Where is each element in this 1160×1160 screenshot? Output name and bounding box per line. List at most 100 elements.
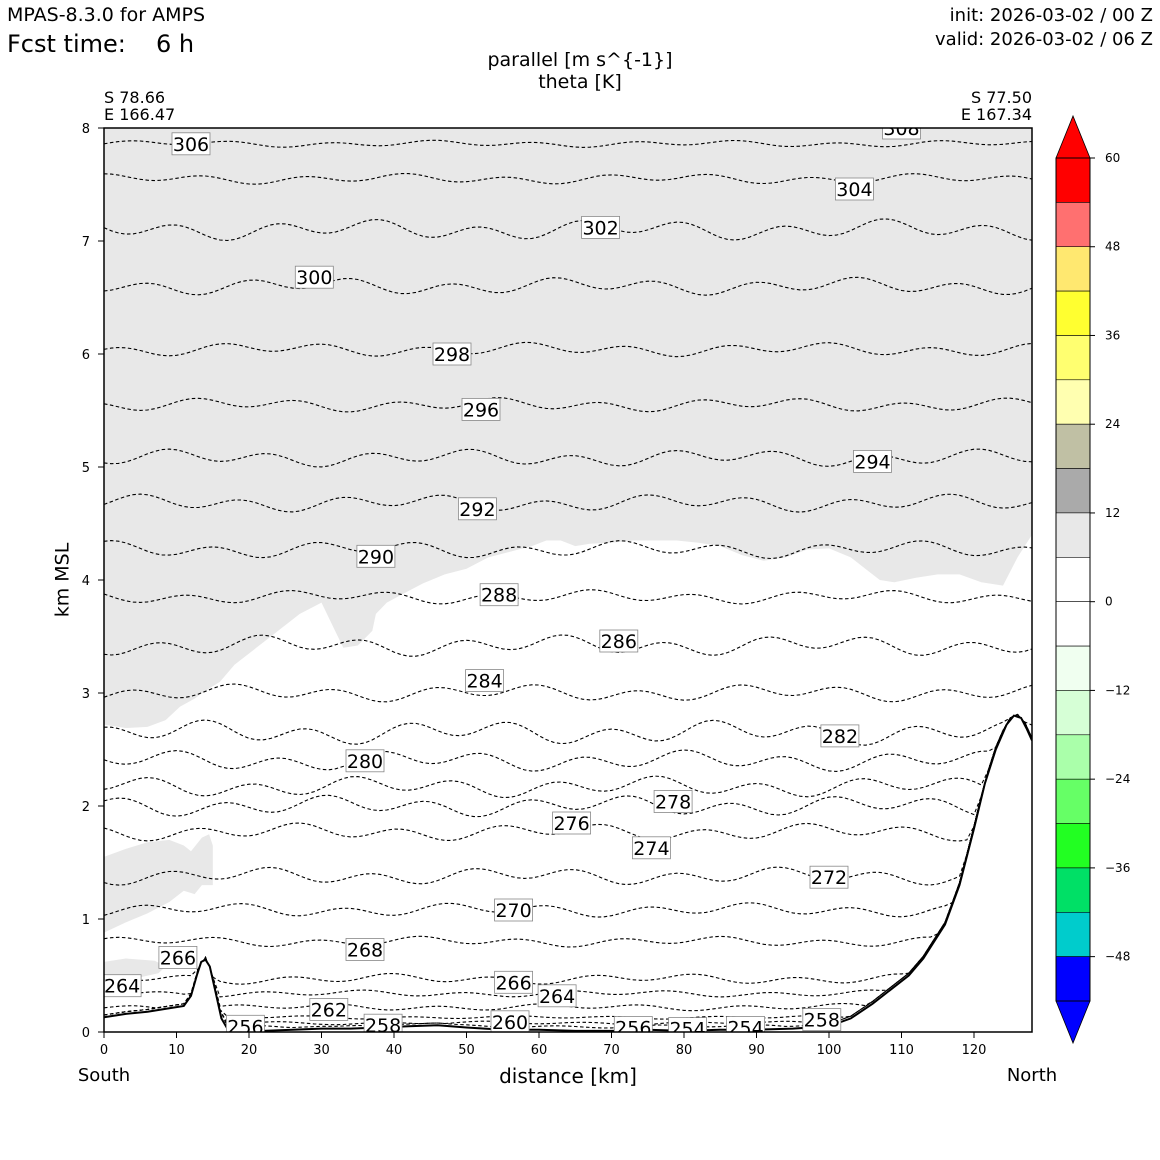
contour-label-258: 258 <box>802 1008 842 1032</box>
colorbar-segment <box>1055 423 1091 469</box>
contour-label-box <box>225 1014 265 1032</box>
contour-label-box <box>820 724 860 748</box>
colorbar-tick-label: −12 <box>1105 683 1130 697</box>
x-tick-label: 60 <box>531 1043 548 1058</box>
y-tick-label: 3 <box>82 687 90 702</box>
theta-contour-288 <box>104 589 1032 605</box>
colorbar: 60 48 36 24 12 0 −12 −24 −36 −48 <box>1055 114 1130 1045</box>
contour-label-308: 308 <box>882 118 921 140</box>
x-tick-label: 110 <box>889 1043 914 1058</box>
contour-label-text: 254 <box>669 1019 705 1041</box>
north-label: North <box>1006 1065 1058 1086</box>
contour-label-256: 256 <box>613 1016 653 1040</box>
contour-label-text: 256 <box>615 1018 651 1040</box>
theta-contour-266 <box>104 713 1032 985</box>
chart-title-line2: theta [K] <box>538 71 622 93</box>
contour-label-text: 294 <box>854 451 890 473</box>
colorbar-tick-label: −48 <box>1105 950 1130 964</box>
forecast-time-value: 6 h <box>156 30 195 58</box>
x-tick-label: 70 <box>603 1043 620 1058</box>
y-tick-label: 0 <box>82 1026 90 1041</box>
contour-label-box <box>882 128 921 140</box>
y-tick-label: 7 <box>82 235 90 250</box>
contour-label-text: 296 <box>463 399 499 421</box>
x-tick-label: 30 <box>313 1043 330 1058</box>
contour-label-264: 264 <box>537 984 577 1008</box>
theta-contour-300 <box>104 276 1032 296</box>
contour-label-302: 302 <box>581 215 620 239</box>
theta-contour-256 <box>104 713 1032 1029</box>
contour-label-box <box>632 836 671 860</box>
contour-label-text: 262 <box>311 999 347 1021</box>
contour-label-box <box>537 984 577 1008</box>
theta-contour-272 <box>104 713 1032 886</box>
contour-label-box <box>490 1010 530 1032</box>
contour-label-text: 280 <box>347 751 383 773</box>
right-end-lon: E 167.34 <box>960 105 1032 124</box>
contour-label-box <box>432 342 472 366</box>
contour-label-text: 276 <box>553 813 589 835</box>
colorbar-segment <box>1055 246 1091 292</box>
contour-label-text: 258 <box>365 1015 401 1037</box>
theta-contour-284 <box>104 683 1032 703</box>
colorbar-tick-label: −36 <box>1105 861 1130 875</box>
contour-label-box <box>158 946 198 969</box>
contour-label-272: 272 <box>809 865 849 889</box>
contour-label-box <box>294 265 334 289</box>
contour-label-280: 280 <box>345 749 385 773</box>
colorbar-segment <box>1055 734 1091 780</box>
colorbar-segment <box>1055 202 1091 248</box>
contour-label-box <box>345 749 385 773</box>
colorbar-segment <box>1055 778 1091 824</box>
colorbar-tick-label: 36 <box>1105 328 1120 342</box>
colorbar-tick-label: 48 <box>1105 240 1120 254</box>
theta-contour-264 <box>104 713 1032 998</box>
contour-label-box <box>171 132 211 156</box>
contour-label-264: 264 <box>104 974 142 998</box>
terrain-line <box>104 714 1032 1032</box>
contour-label-268: 268 <box>345 938 385 962</box>
contour-label-text: 256 <box>227 1016 263 1038</box>
contour-label-text: 264 <box>539 986 575 1008</box>
colorbar-tick-label: −24 <box>1105 772 1130 786</box>
right-end-lat: S 77.50 <box>970 88 1032 107</box>
plot-area: 3063083043023002982962942922902882862842… <box>82 118 1033 1058</box>
contour-label-286: 286 <box>599 629 639 653</box>
colorbar-extend-low <box>1055 1000 1091 1045</box>
theta-contour-298 <box>104 341 1032 358</box>
contour-label-box <box>853 449 892 473</box>
colorbar-segment <box>1055 290 1091 336</box>
contour-label-text: 282 <box>822 726 858 748</box>
y-tick-label: 2 <box>82 800 90 815</box>
contour-label-text: 272 <box>811 867 847 889</box>
theta-contour-296 <box>104 397 1032 413</box>
contour-label-276: 276 <box>552 811 591 835</box>
contour-label-box <box>356 544 396 568</box>
colorbar-segment <box>1055 690 1091 736</box>
model-name: MPAS-8.3.0 for AMPS <box>7 4 206 26</box>
colorbar-segment <box>1055 956 1091 1002</box>
theta-contour-280 <box>104 713 1032 772</box>
contour-label-box <box>613 1016 653 1032</box>
x-tick-label: 120 <box>962 1043 987 1058</box>
theta-contour-304 <box>104 173 1032 185</box>
colorbar-tick-label: 60 <box>1105 151 1120 165</box>
contour-label-text: 308 <box>883 118 919 140</box>
x-axis-label: distance [km] <box>499 1064 637 1088</box>
theta-contour-286 <box>104 634 1032 657</box>
theta-contour-306 <box>104 139 1032 148</box>
colorbar-frame <box>1055 157 1091 1002</box>
colorbar-segment <box>1055 556 1091 602</box>
contour-label-box <box>104 974 142 998</box>
theta-contour-262 <box>104 713 1032 1012</box>
contour-label-290: 290 <box>356 544 396 568</box>
theta-contour-278 <box>104 713 1032 799</box>
contour-label-text: 260 <box>492 1012 528 1034</box>
x-tick-label: 50 <box>458 1043 475 1058</box>
colorbar-segment <box>1055 335 1091 381</box>
contour-label-284: 284 <box>465 669 505 693</box>
colorbar-extend-high <box>1055 114 1091 159</box>
x-tick-label: 10 <box>168 1043 185 1058</box>
contour-label-box <box>599 629 639 653</box>
